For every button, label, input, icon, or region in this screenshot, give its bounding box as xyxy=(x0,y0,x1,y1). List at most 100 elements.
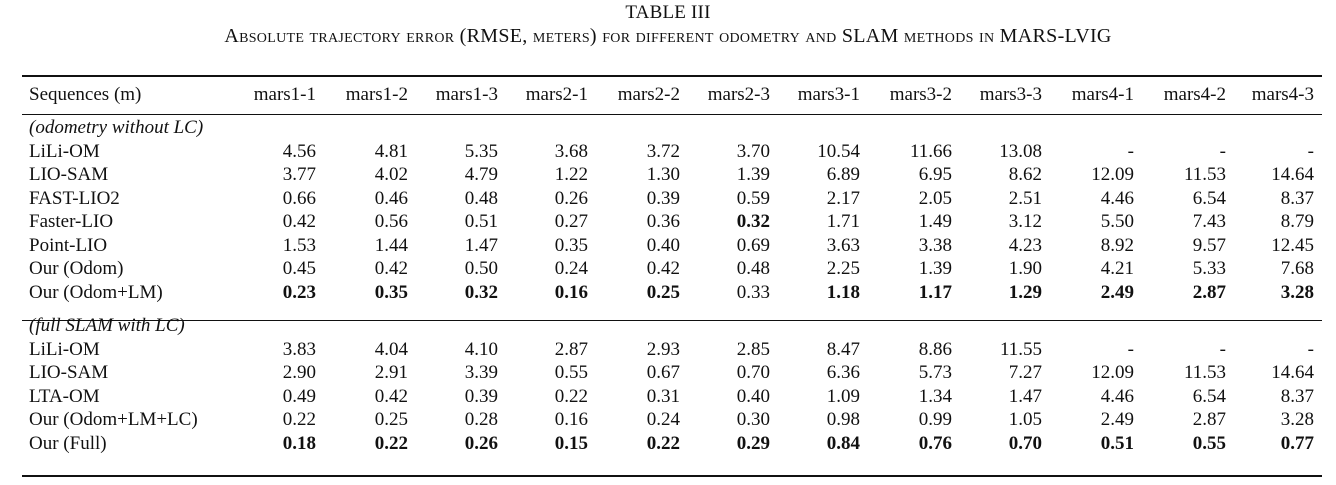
method-name: LTA-OM xyxy=(29,385,100,407)
table-cell: 0.66 xyxy=(282,187,316,209)
table-cell: 3.28 xyxy=(1280,281,1314,303)
section-spacer xyxy=(22,304,1322,314)
table-cell: 4.10 xyxy=(464,338,498,360)
table-cell: 0.51 xyxy=(464,211,498,232)
method-name: Faster-LIO xyxy=(29,211,114,232)
table-cell: 2.93 xyxy=(646,338,680,360)
table-cell: 1.09 xyxy=(826,385,860,407)
table-cell: 4.23 xyxy=(1008,234,1042,256)
method-name: LiLi-OM xyxy=(29,140,100,162)
table-cell: 0.23 xyxy=(282,281,316,303)
table-cell: 1.49 xyxy=(918,211,952,232)
table-cell: 0.35 xyxy=(374,281,408,303)
column-header-sequences: Sequences (m) xyxy=(29,84,142,105)
table-cell: - xyxy=(1307,338,1314,360)
table-cell: 10.54 xyxy=(817,140,860,162)
table-cell: 0.30 xyxy=(736,409,770,430)
table-cell: 3.77 xyxy=(282,164,316,185)
table-row: FAST-LIO2 0.66 0.46 0.48 0.26 0.39 0.59 2.17 2.0… xyxy=(22,187,1322,211)
table-cell: 2.05 xyxy=(918,187,952,209)
table-cell: 2.85 xyxy=(736,338,770,360)
table-cell: 0.98 xyxy=(826,409,860,430)
column-header-mars1-2: mars1-2 xyxy=(345,84,408,105)
table-row: LIO-SAM 3.77 4.02 4.79 1.22 1.30 1.39 6.89 6.95 8… xyxy=(22,163,1322,187)
header-row: Sequences (m) mars1-1 mars1-2 mars1-3 mars2-… xyxy=(22,78,1322,112)
table-row: Faster-LIO 0.42 0.56 0.51 0.27 0.36 0.32 1.71 1.… xyxy=(22,210,1322,234)
table-cell: 8.92 xyxy=(1100,234,1134,256)
table-cell: 0.40 xyxy=(646,234,680,256)
table-row: LiLi-OM 4.56 4.81 5.35 3.68 3.72 3.70 10.54 11.6… xyxy=(22,140,1322,164)
table-cell: 12.09 xyxy=(1091,362,1134,383)
section-label: (odometry without LC) xyxy=(29,117,204,138)
table-row: Our (Odom+LM) 0.23 0.35 0.32 0.16 0.25 0.33 1.1… xyxy=(22,281,1322,305)
table-cell: 2.91 xyxy=(374,362,408,383)
table-cell: 0.24 xyxy=(554,258,588,279)
table-cell: 1.22 xyxy=(554,164,588,185)
table-cell: 0.48 xyxy=(736,258,770,279)
table-cell: 4.04 xyxy=(374,338,408,360)
table-cell: 14.64 xyxy=(1271,164,1314,185)
table-cell: 0.40 xyxy=(736,385,770,407)
top-rule xyxy=(22,75,1322,77)
table-cell: 3.63 xyxy=(826,234,860,256)
section-header-row: (odometry without LC) xyxy=(22,116,1322,140)
table-cell: 0.42 xyxy=(374,385,408,407)
table-row: LTA-OM 0.49 0.42 0.39 0.22 0.31 0.40 1.09 1.34 1.… xyxy=(22,385,1322,409)
table-cell: 2.87 xyxy=(1192,281,1226,303)
table-cell: - xyxy=(1127,140,1134,162)
table-cell: 0.22 xyxy=(282,409,316,430)
column-header-mars3-2: mars3-2 xyxy=(889,84,952,105)
table-cell: 0.32 xyxy=(464,281,498,303)
table-cell: 1.90 xyxy=(1008,258,1042,279)
method-name: Our (Odom+LM+LC) xyxy=(29,409,198,430)
table-cell: 0.26 xyxy=(554,187,588,209)
column-header-mars4-1: mars4-1 xyxy=(1071,84,1134,105)
method-name: LIO-SAM xyxy=(29,164,109,185)
table-label: TABLE III xyxy=(625,2,711,23)
header-rule xyxy=(22,114,1322,115)
table-cell: 8.37 xyxy=(1280,187,1314,209)
table-cell: 0.45 xyxy=(282,258,316,279)
table-cell: 1.71 xyxy=(826,211,860,232)
table-cell: - xyxy=(1307,140,1314,162)
table-cell: 5.50 xyxy=(1100,211,1134,232)
column-header-mars2-2: mars2-2 xyxy=(617,84,680,105)
table-row: LIO-SAM 2.90 2.91 3.39 0.55 0.67 0.70 6.36 5.73 7… xyxy=(22,361,1322,385)
column-header-mars2-3: mars2-3 xyxy=(707,84,770,105)
table-row: LiLi-OM 3.83 4.04 4.10 2.87 2.93 2.85 8.47 8.86 1… xyxy=(22,338,1322,362)
method-name: FAST-LIO2 xyxy=(29,187,120,209)
table-cell: 0.22 xyxy=(554,385,588,407)
column-header-mars3-1: mars3-1 xyxy=(797,84,860,105)
table-cell: 0.32 xyxy=(736,211,770,232)
table-cell: 13.08 xyxy=(999,140,1042,162)
table-cell: - xyxy=(1219,338,1226,360)
table-cell: 3.70 xyxy=(736,140,770,162)
table-body: (odometry without LC) LiLi-OM 4.56 4.81 5.35… xyxy=(22,112,1322,455)
table-cell: 1.29 xyxy=(1008,281,1042,303)
table-cell: 1.17 xyxy=(918,281,952,303)
table-cell: 3.28 xyxy=(1280,409,1314,430)
method-name: Our (Odom) xyxy=(29,258,124,279)
table-cell: 3.83 xyxy=(282,338,316,360)
table-cell: 0.46 xyxy=(374,187,408,209)
section-rule xyxy=(22,320,1322,321)
table-cell: 1.34 xyxy=(918,385,952,407)
table-row: Our (Odom+LM+LC) 0.22 0.25 0.28 0.16 0.24 0.30… xyxy=(22,408,1322,432)
table-cell: 0.55 xyxy=(1192,432,1226,454)
table-cell: 4.46 xyxy=(1100,187,1134,209)
table-cell: 2.87 xyxy=(554,338,588,360)
table-title: Absolute trajectory error (RMSE, meters)… xyxy=(224,25,1112,47)
table-cell: 0.48 xyxy=(464,187,498,209)
table-cell: 0.39 xyxy=(646,187,680,209)
table-cell: 8.37 xyxy=(1280,385,1314,407)
table-cell: 0.51 xyxy=(1100,432,1134,454)
table-cell: 5.35 xyxy=(464,140,498,162)
bottom-rule xyxy=(22,475,1322,477)
section-header-row: (full SLAM with LC) xyxy=(22,314,1322,338)
table-cell: 4.56 xyxy=(282,140,316,162)
table-cell: 8.86 xyxy=(918,338,952,360)
table-row: Point-LIO 1.53 1.44 1.47 0.35 0.40 0.69 3.63 3.3… xyxy=(22,234,1322,258)
table-cell: 5.73 xyxy=(918,362,952,383)
column-header-mars3-3: mars3-3 xyxy=(979,84,1042,105)
table-cell: 1.44 xyxy=(374,234,408,256)
